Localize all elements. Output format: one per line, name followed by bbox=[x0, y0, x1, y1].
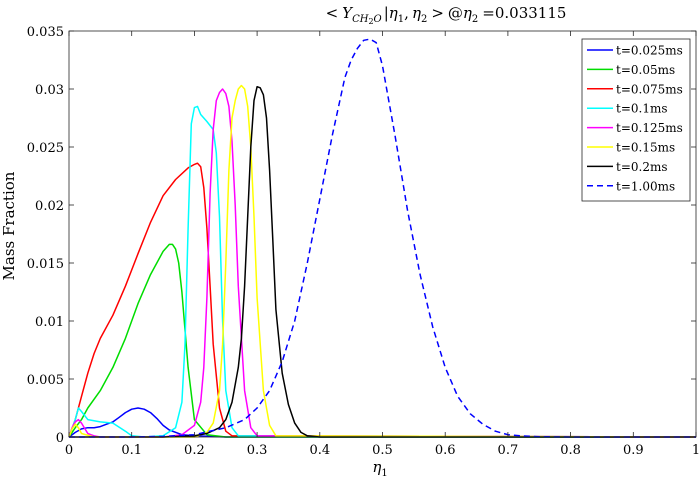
legend-label: t=0.1ms bbox=[616, 102, 668, 116]
series-line-t=0.025ms bbox=[68, 407, 696, 438]
legend-box bbox=[581, 38, 691, 202]
y-tick-label: 0.03 bbox=[35, 83, 64, 98]
legend-label: t=1.00ms bbox=[616, 179, 675, 193]
legend-label: t=0.05ms bbox=[616, 63, 675, 77]
x-tick-label: 0.3 bbox=[247, 443, 268, 458]
legend-label: t=0.2ms bbox=[616, 160, 668, 174]
legend: t=0.025ms t=0.05ms t=0.075ms t=0.1ms t=0.125… bbox=[581, 38, 691, 202]
x-tick-label: 0.2 bbox=[184, 443, 205, 458]
tick-layer: 0 0.1 0.2 0.3 0.4 0.5 0.6 0.7 0.8 0.9 1 0 0.005 0.01 0… bbox=[27, 25, 699, 458]
x-tick-label: 0.9 bbox=[623, 443, 644, 458]
series-line-t=0.1ms bbox=[68, 105, 697, 438]
y-tick-label: 0.025 bbox=[27, 141, 64, 156]
y-tick-label: 0.035 bbox=[27, 25, 64, 40]
y-tick-label: 0.005 bbox=[27, 373, 64, 388]
y-tick-label: 0.015 bbox=[27, 257, 64, 272]
series-line-t=0.15ms bbox=[68, 84, 697, 438]
x-tick-label: 0 bbox=[65, 443, 73, 458]
legend-label: t=0.075ms bbox=[616, 82, 683, 96]
series-line-t=1.00ms bbox=[69, 38, 696, 438]
series-line-t=0.05ms bbox=[68, 243, 696, 438]
y-tick-label: 0.01 bbox=[35, 315, 64, 330]
series-line-t=0.2ms bbox=[69, 85, 696, 438]
y-tick-label: 0 bbox=[56, 431, 64, 446]
x-tick-label: 0.6 bbox=[435, 443, 456, 458]
legend-label: t=0.125ms bbox=[616, 121, 683, 135]
series-layer bbox=[68, 38, 697, 438]
x-tick-label: 0.1 bbox=[121, 443, 142, 458]
x-tick-label: 0.7 bbox=[498, 443, 519, 458]
legend-label: t=0.15ms bbox=[616, 141, 675, 155]
y-tick-label: 0.02 bbox=[35, 199, 64, 214]
x-tick-label: 0.8 bbox=[560, 443, 581, 458]
series-line-t=0.075ms bbox=[68, 162, 697, 438]
x-tick-label: 0.4 bbox=[309, 443, 330, 458]
series-line-t=0.125ms bbox=[68, 88, 697, 438]
x-tick-label: 0.5 bbox=[372, 443, 393, 458]
x-tick-label: 1 bbox=[692, 443, 699, 458]
chart-title: < YCH2O |η1, η2 > @η2 =0.033115 bbox=[326, 4, 567, 26]
legend-label: t=0.025ms bbox=[616, 44, 683, 58]
y-axis-label: Mass Fraction bbox=[0, 171, 18, 280]
x-axis-label: η1 bbox=[372, 458, 387, 479]
